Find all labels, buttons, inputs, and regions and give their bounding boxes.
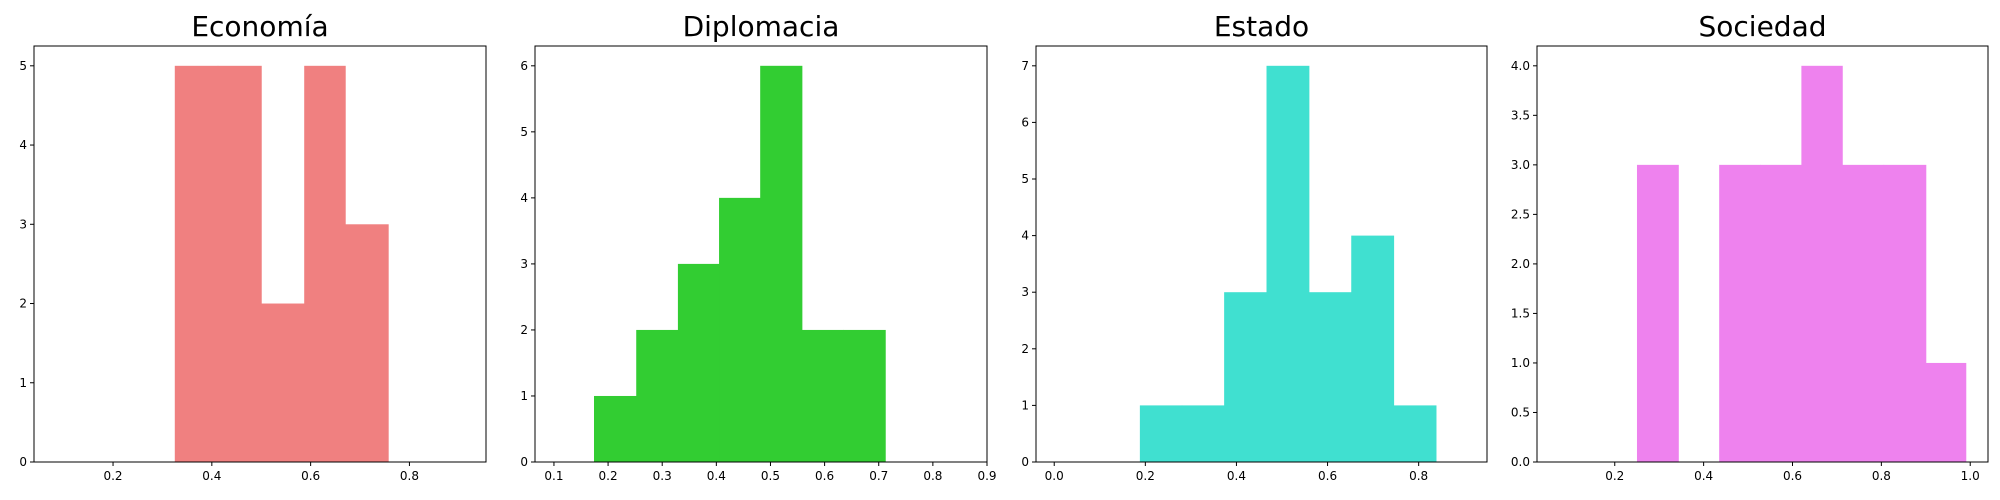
x-tick-label: 0.8	[1409, 469, 1428, 483]
histogram-bar-4	[304, 65, 346, 462]
x-tick-label: 1.0	[1961, 469, 1980, 483]
x-tick-label: 0.7	[869, 469, 888, 483]
x-tick-label: 0.4	[707, 469, 726, 483]
x-tick-label: 0.6	[1783, 469, 1802, 483]
y-tick-label: 5	[1021, 172, 1029, 186]
histogram-bar-2	[217, 65, 262, 462]
y-tick-label: 0.5	[1511, 405, 1530, 419]
histogram-bar-6	[1883, 164, 1927, 463]
histogram-bar-6	[801, 329, 844, 462]
histogram-bar-1	[174, 65, 219, 462]
histogram-bar-7	[1393, 405, 1437, 462]
x-tick-label: 0.2	[103, 469, 122, 483]
x-tick-label: 0.8	[923, 469, 942, 483]
panel-3: 0.0 0.2 0.4 0.6 0.8 0 1 2 3 4 5 6 7 Estado	[1021, 10, 1488, 483]
x-tick-label: 0.5	[761, 469, 780, 483]
x-tick-label: 0.6	[815, 469, 834, 483]
x-tick-label: 0.1	[544, 469, 563, 483]
y-tick-label: 2	[1021, 342, 1029, 356]
histogram-bar-3	[1760, 164, 1802, 463]
x-tick-label: 0.4	[202, 469, 221, 483]
panel-2: 0.1 0.2 0.3 0.4 0.5 0.6 0.7 0.8 0.9 0 1 2 3 4 5 6 Diplom…	[520, 10, 996, 483]
y-tick-label: 3	[1021, 285, 1029, 299]
histogram-bar-5	[345, 224, 389, 462]
histogram-bar-4	[1801, 65, 1843, 462]
histogram-bar-4	[1266, 65, 1310, 462]
plot-frame	[1035, 45, 1488, 463]
plot-frame	[534, 45, 988, 463]
x-tick-label: 0.6	[301, 469, 320, 483]
histogram-bar-3	[261, 303, 305, 462]
chart-title: Estado	[1214, 10, 1309, 43]
x-tick-label: 0.4	[1227, 469, 1246, 483]
panel-4: 0.2 0.4 0.6 0.8 1.0 0.0 0.5 1.0 1.5 2.0 2.5 3.0 3.5 4…	[1511, 10, 1989, 483]
y-tick-label: 3.0	[1511, 158, 1530, 172]
y-tick-label: 4	[520, 191, 528, 205]
y-tick-label: 0	[19, 455, 27, 469]
y-tick-label: 1	[1021, 398, 1029, 412]
y-tick-label: 6	[520, 59, 528, 73]
histogram-bar-2	[1719, 164, 1761, 463]
y-tick-label: 5	[19, 59, 27, 73]
x-tick-label: 0.3	[653, 469, 672, 483]
chart-title: Sociedad	[1698, 10, 1826, 43]
x-tick-label: 0.9	[977, 469, 996, 483]
y-tick-label: 4	[1021, 229, 1029, 243]
y-tick-label: 1.0	[1511, 356, 1530, 370]
histogram-bar-3	[677, 263, 720, 462]
y-tick-label: 2	[520, 323, 528, 337]
y-tick-label: 0	[1021, 455, 1029, 469]
plot-frame	[1536, 45, 1989, 463]
x-tick-label: 0.2	[1136, 469, 1155, 483]
y-tick-label: 4	[19, 138, 27, 152]
y-tick-label: 3	[19, 217, 27, 231]
y-tick-label: 4.0	[1511, 59, 1530, 73]
histogram-bar-1	[594, 395, 637, 462]
x-tick-label: 0.8	[1872, 469, 1891, 483]
histogram-bar-1	[1636, 164, 1679, 463]
histogram-bar-1	[1139, 405, 1183, 462]
histogram-bar-7	[1925, 362, 1967, 462]
plot-frame	[33, 45, 487, 463]
y-tick-label: 6	[1021, 115, 1029, 129]
y-tick-label: 2.0	[1511, 257, 1530, 271]
x-tick-label: 0.6	[1318, 469, 1337, 483]
chart-title: Economía	[191, 10, 328, 43]
x-tick-label: 0.2	[599, 469, 618, 483]
histogram-bar-3	[1224, 292, 1268, 462]
histogram-bar-7	[843, 329, 886, 462]
y-tick-label: 3.5	[1511, 108, 1530, 122]
histogram-bar-5	[1308, 292, 1352, 462]
y-tick-label: 7	[1021, 59, 1029, 73]
x-tick-label: 0.4	[1694, 469, 1713, 483]
y-tick-label: 0	[520, 455, 528, 469]
y-tick-label: 2	[19, 297, 27, 311]
x-tick-label: 0.2	[1605, 469, 1624, 483]
y-tick-label: 5	[520, 125, 528, 139]
y-tick-label: 1.5	[1511, 306, 1530, 320]
y-tick-label: 1	[520, 389, 528, 403]
histogram-bar-5	[1842, 164, 1885, 463]
histogram-bar-2	[636, 329, 679, 462]
x-tick-label: 0.0	[1045, 469, 1064, 483]
y-tick-label: 1	[19, 376, 27, 390]
y-tick-label: 2.5	[1511, 207, 1530, 221]
histogram-bar-4	[719, 197, 761, 462]
histogram-bar-6	[1351, 235, 1395, 462]
y-tick-label: 0.0	[1511, 455, 1530, 469]
histogram-bar-2	[1181, 405, 1225, 462]
panel-1: 0.2 0.4 0.6 0.8 0 1 2 3 4 5 Economía	[19, 10, 487, 483]
y-tick-label: 3	[520, 257, 528, 271]
histogram-bar-5	[760, 65, 803, 462]
x-tick-label: 0.8	[400, 469, 419, 483]
chart-title: Diplomacia	[683, 10, 840, 43]
